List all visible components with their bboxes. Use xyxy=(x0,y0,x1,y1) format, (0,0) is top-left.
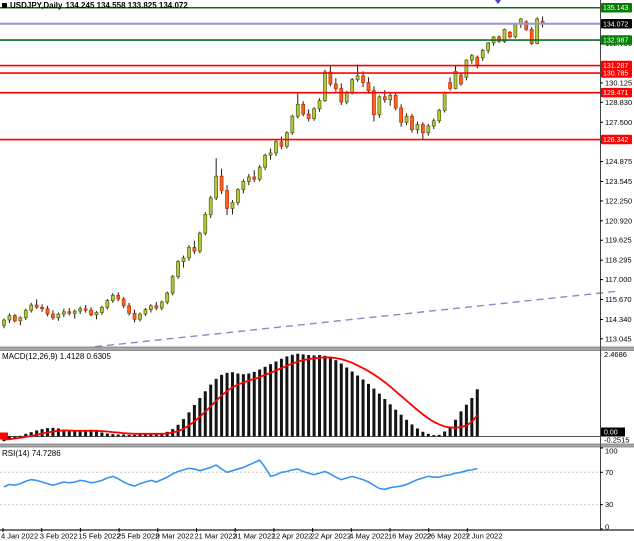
trendline-layer xyxy=(94,290,621,348)
price-level-badge xyxy=(601,134,632,145)
macd-axis: 2.4686 0.00-0.2515 xyxy=(601,350,629,445)
price-badge-label: 135.143 xyxy=(603,5,628,12)
chart-symbol-icon xyxy=(2,3,7,8)
price-badge-label: 130.785 xyxy=(603,71,628,78)
rsi-indicator-label: RSI(14) 74.7286 xyxy=(2,449,61,458)
shift-marker-icon xyxy=(495,0,501,4)
rsi-layer xyxy=(0,459,600,506)
macd-zero-badge-label: 0.00 xyxy=(604,430,618,437)
symbol-timeframe-label: USDJPY,Daily xyxy=(10,1,63,10)
price-tick-label: 114.340 xyxy=(605,315,632,324)
time-label: 7 Jun 2022 xyxy=(465,532,502,541)
macd-indicator-label: MACD(12,26,9) 1.4128 0.6305 xyxy=(2,352,111,361)
rsi-axis: 100 70 30 0 xyxy=(600,447,618,532)
price-tick-label: 122.250 xyxy=(605,196,632,205)
level-lines-layer xyxy=(0,6,600,141)
time-label: 15 Feb 2022 xyxy=(78,532,120,541)
time-label: 9 Mar 2022 xyxy=(156,532,194,541)
price-tick-label: 115.670 xyxy=(605,295,632,304)
price-axis: 132.750130.125128.830127.500126.205124.8… xyxy=(600,0,632,531)
time-label: 4 Jan 2022 xyxy=(1,532,38,541)
price-level-badge xyxy=(601,2,632,13)
price-tick-label: 118.295 xyxy=(605,256,632,265)
price-badge-label: 132.987 xyxy=(603,38,628,45)
time-label: 12 Apr 2022 xyxy=(272,532,312,541)
price-tick-label: 120.920 xyxy=(605,216,632,225)
price-badge-label: 134.072 xyxy=(603,21,628,28)
price-level-badge xyxy=(601,60,632,71)
price-badge-label: 131.287 xyxy=(603,63,628,70)
rsi-tick-label: 100 xyxy=(605,447,618,456)
price-level-badge xyxy=(601,68,632,78)
macd-axis-top: 2.4686 xyxy=(604,350,627,359)
time-label: 25 Feb 2022 xyxy=(117,532,159,541)
panel-separators xyxy=(0,346,634,448)
macd-layer xyxy=(0,353,600,442)
ohlc-values: 134.245 134.558 133.825 134.072 xyxy=(65,1,188,10)
time-label: 22 Apr 2022 xyxy=(311,532,351,541)
rsi-tick-label: 30 xyxy=(605,500,613,509)
price-level-badge xyxy=(601,87,632,98)
time-label: 21 Mar 2022 xyxy=(195,532,237,541)
price-tick-label: 119.625 xyxy=(605,236,632,245)
time-label: 16 May 2022 xyxy=(388,532,431,541)
price-tick-label: 130.125 xyxy=(605,78,632,87)
price-tick-label: 123.545 xyxy=(605,177,632,186)
time-label: 31 Mar 2022 xyxy=(233,532,275,541)
rsi-tick-label: 0 xyxy=(605,523,609,532)
chart-title: USDJPY,Daily 134.245 134.558 133.825 134… xyxy=(2,1,188,10)
price-level-badge xyxy=(601,35,632,45)
rsi-line xyxy=(3,459,478,491)
price-badge-label: 126.342 xyxy=(603,137,628,144)
price-badge-label: 129.471 xyxy=(603,90,628,97)
macd-axis-bottom: -0.2515 xyxy=(604,436,629,445)
macd-left-marker xyxy=(0,432,8,440)
price-tick-label: 127.500 xyxy=(605,118,632,127)
price-tick-label: 117.000 xyxy=(605,275,632,284)
rsi-tick-label: 70 xyxy=(605,468,613,477)
price-level-badge xyxy=(601,18,632,29)
time-label: 4 May 2022 xyxy=(349,532,388,541)
price-tick-label: 113.045 xyxy=(605,334,632,343)
macd-zero-badge xyxy=(601,427,625,437)
macd-signal-line xyxy=(3,356,478,441)
time-label: 3 Feb 2022 xyxy=(40,532,78,541)
time-label: 26 May 2022 xyxy=(427,532,470,541)
trendline-dashed[interactable] xyxy=(94,290,621,348)
price-tick-label: 124.875 xyxy=(605,157,632,166)
price-tick-label: 128.830 xyxy=(605,98,632,107)
